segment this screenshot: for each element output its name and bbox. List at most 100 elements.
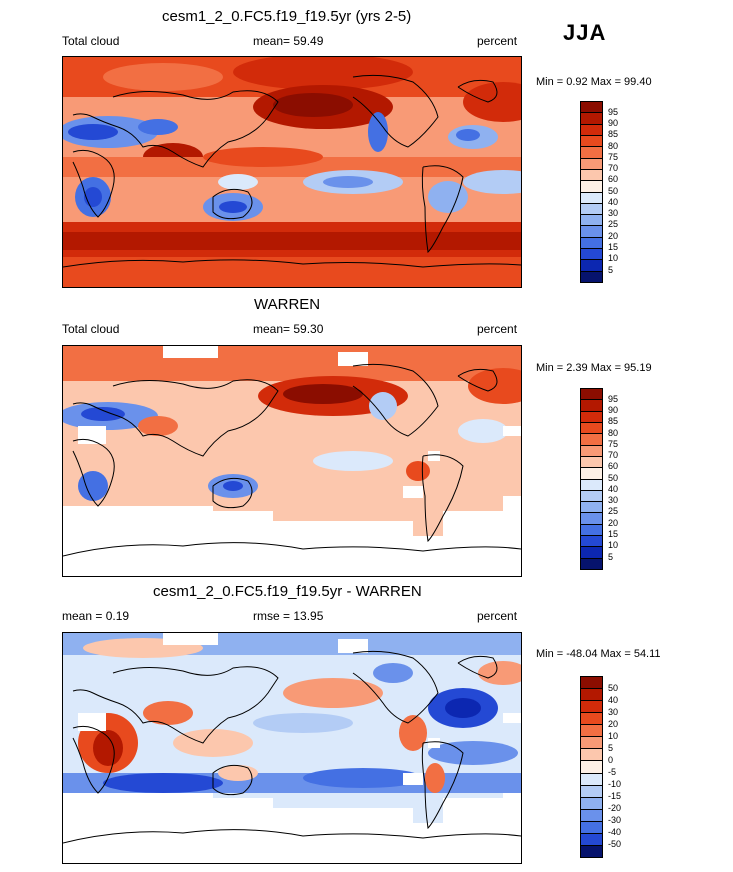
colorbar-label: 50 — [608, 473, 619, 483]
cloud-map-observation — [62, 345, 522, 577]
mean-label: mean= 59.30 — [253, 322, 324, 336]
colorbar-label: 75 — [608, 439, 619, 449]
colorbar-box — [581, 558, 602, 569]
colorbar-label: 40 — [608, 484, 619, 494]
colorbar-label: 90 — [608, 118, 619, 128]
colorbar-label: 85 — [608, 416, 619, 426]
colorbar-box — [581, 833, 602, 846]
colorbar-label: 40 — [608, 197, 619, 207]
colorbar-label: 10 — [608, 253, 619, 263]
field-label: Total cloud — [62, 34, 120, 48]
colorbar-box — [581, 737, 602, 750]
colorbar-label: 95 — [608, 394, 619, 404]
colorbar-label: -20 — [608, 803, 622, 813]
colorbar-box — [581, 456, 602, 469]
colorbar-label: 20 — [608, 719, 619, 729]
colorbar-label: 0 — [608, 755, 614, 765]
units-label: percent — [477, 34, 518, 48]
min-max-label: Min = 0.92 Max = 99.40 — [536, 76, 652, 88]
min-max-label: Min = -48.04 Max = 54.11 — [536, 648, 661, 660]
panel-title: WARREN — [254, 296, 321, 313]
cloud-map-difference — [62, 632, 522, 864]
colorbar-label: 60 — [608, 174, 619, 184]
colorbar-label: 80 — [608, 428, 619, 438]
colorbar-label: 85 — [608, 129, 619, 139]
colorbar-box — [581, 677, 602, 690]
colorbar-box — [581, 536, 602, 548]
colorbar-box — [581, 389, 602, 401]
field-label: Total cloud — [62, 322, 120, 336]
colorbar-box — [581, 203, 602, 216]
colorbar-box — [581, 524, 602, 537]
colorbar-label: 20 — [608, 231, 619, 241]
colorbar-box — [581, 725, 602, 738]
colorbar-box — [581, 468, 602, 480]
colorbar-label: 10 — [608, 731, 619, 741]
colorbar-label: 5 — [608, 743, 614, 753]
contour-map — [63, 346, 521, 576]
colorbar-label: -10 — [608, 779, 622, 789]
rmse-label: rmse = 13.95 — [253, 609, 324, 623]
colorbar-box — [581, 701, 602, 714]
colorbar-label: 30 — [608, 208, 619, 218]
colorbar-label: 70 — [608, 163, 619, 173]
mean-label: mean = 0.19 — [62, 609, 130, 623]
colorbar-box — [581, 422, 602, 435]
colorbar-label: 25 — [608, 506, 619, 516]
colorbar-label: 15 — [608, 529, 619, 539]
colorbar-box — [581, 226, 602, 238]
colorbar-label: 80 — [608, 141, 619, 151]
colorbar-box — [581, 821, 602, 834]
colorbar-box — [581, 124, 602, 136]
colorbar-box — [581, 845, 602, 857]
colorbar-label: 60 — [608, 461, 619, 471]
colorbar-box — [581, 809, 602, 822]
colorbar-box — [581, 260, 602, 272]
colorbar-box — [581, 181, 602, 193]
units-label: percent — [477, 322, 518, 336]
panel-title: cesm1_2_0.FC5.f19_f19.5yr - WARREN — [153, 583, 422, 600]
colorbar-box — [581, 215, 602, 227]
colorbar-box — [581, 135, 602, 148]
colorbar-label: -15 — [608, 791, 622, 801]
season-label: JJA — [563, 20, 607, 45]
colorbar-label: 50 — [608, 186, 619, 196]
units-label: percent — [477, 609, 518, 623]
colorbar-label: 95 — [608, 107, 619, 117]
colorbar-box — [581, 249, 602, 261]
colorbar-label: -50 — [608, 839, 622, 849]
colorbar-box — [581, 689, 602, 702]
colorbar-box — [581, 192, 602, 204]
colorbar-box — [581, 547, 602, 559]
colorbar — [580, 676, 603, 858]
colorbar-box — [581, 479, 602, 491]
colorbar-box — [581, 785, 602, 798]
colorbar-box — [581, 102, 602, 114]
colorbar-box — [581, 713, 602, 726]
colorbar-label: 15 — [608, 242, 619, 252]
colorbar-box — [581, 113, 602, 125]
colorbar-box — [581, 147, 602, 159]
colorbar-box — [581, 797, 602, 810]
colorbar-label: 70 — [608, 450, 619, 460]
colorbar-label: -30 — [608, 815, 622, 825]
colorbar-label: 5 — [608, 265, 614, 275]
colorbar-box — [581, 445, 602, 457]
colorbar-label: 50 — [608, 683, 619, 693]
colorbar-label: -40 — [608, 827, 622, 837]
colorbar-box — [581, 502, 602, 514]
colorbar-label: -5 — [608, 767, 617, 777]
colorbar-box — [581, 490, 602, 503]
colorbar-box — [581, 761, 602, 774]
colorbar-box — [581, 773, 602, 786]
colorbar-box — [581, 411, 602, 423]
colorbar — [580, 388, 603, 570]
colorbar-box — [581, 513, 602, 525]
colorbar-label: 30 — [608, 707, 619, 717]
colorbar-label: 75 — [608, 152, 619, 162]
colorbar — [580, 101, 603, 283]
colorbar-label: 5 — [608, 552, 614, 562]
colorbar-box — [581, 400, 602, 412]
mean-label: mean= 59.49 — [253, 34, 324, 48]
colorbar-box — [581, 271, 602, 282]
